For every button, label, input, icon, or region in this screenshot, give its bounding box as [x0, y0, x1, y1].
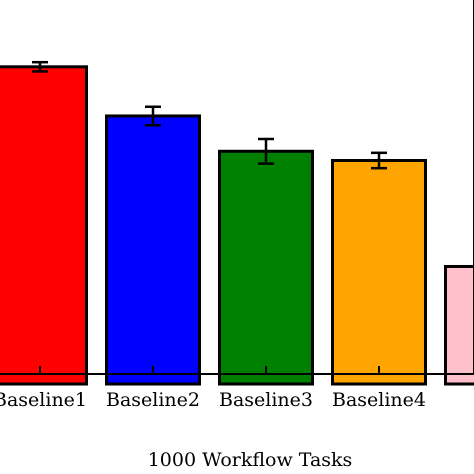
bar-baseline4 [331, 158, 427, 386]
x-tick-label-baseline4: Baseline4 [332, 389, 426, 411]
bar-baseline2 [105, 114, 201, 386]
error-bar-baseline3 [258, 137, 274, 165]
bar-dq [444, 264, 474, 386]
category-labels-layer: Baseline1Baseline2Baseline3Baseline4DQ [0, 389, 426, 411]
error-bars-layer [32, 60, 387, 170]
error-bar-baseline2 [145, 105, 161, 127]
error-bar-baseline1 [32, 60, 48, 73]
bar-baseline3 [218, 149, 314, 386]
bars-layer [0, 65, 474, 386]
x-tick-label-baseline1: Baseline1 [0, 389, 87, 411]
category-ticks-layer [39, 366, 380, 374]
bar-baseline1 [0, 65, 88, 386]
x-tick-label-baseline2: Baseline2 [106, 389, 200, 411]
plot-frame [0, 0, 474, 375]
error-bar-baseline4 [371, 151, 387, 170]
x-axis-label: 1000 Workflow Tasks [148, 449, 353, 471]
x-tick-label-baseline3: Baseline3 [219, 389, 313, 411]
